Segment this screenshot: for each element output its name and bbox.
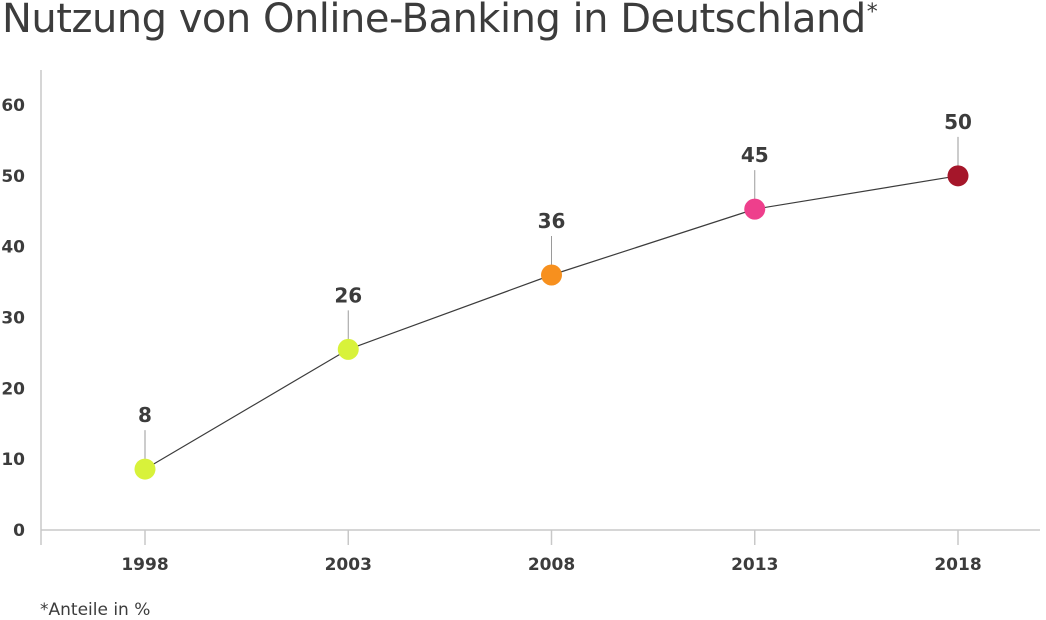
y-tick-label: 40 (1, 238, 25, 258)
x-tick-label: 1998 (121, 555, 168, 575)
y-tick-label: 20 (1, 379, 25, 399)
x-tick-label: 2008 (528, 555, 575, 575)
title-footnote-marker: * (866, 0, 878, 25)
data-point (744, 198, 766, 220)
y-tick-label: 60 (1, 96, 25, 116)
y-ticks: 0 10 20 30 40 50 60 (1, 96, 25, 541)
data-point (134, 458, 156, 480)
chart-title-text: Nutzung von Online-Banking in Deutschlan… (2, 0, 866, 42)
data-label: 45 (741, 143, 769, 167)
y-tick-label: 30 (1, 309, 25, 329)
chart-title: Nutzung von Online-Banking in Deutschlan… (2, 0, 878, 42)
x-tick-label: 2013 (731, 555, 778, 575)
y-tick-label: 50 (1, 167, 25, 187)
data-label: 36 (538, 209, 566, 233)
x-tick-label: 2003 (325, 555, 372, 575)
series-online-banking: 8 26 36 45 50 (134, 110, 972, 480)
x-ticks: 1998 2003 2008 2013 2018 (121, 530, 982, 575)
data-point (947, 165, 969, 187)
data-label: 26 (334, 283, 362, 307)
y-tick-label: 10 (1, 450, 25, 470)
data-point (337, 338, 359, 360)
x-tick-label: 2018 (934, 555, 981, 575)
data-label: 8 (138, 403, 152, 427)
data-point (541, 264, 562, 286)
axes (40, 70, 1040, 545)
footnote: *Anteile in % (40, 600, 151, 620)
y-tick-label: 0 (13, 521, 25, 541)
data-label: 50 (944, 110, 972, 134)
